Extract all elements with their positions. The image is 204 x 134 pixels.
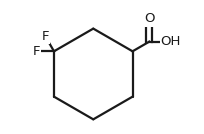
Text: O: O	[144, 12, 154, 25]
Text: F: F	[33, 45, 40, 58]
Text: OH: OH	[161, 35, 181, 48]
Text: F: F	[41, 30, 49, 43]
